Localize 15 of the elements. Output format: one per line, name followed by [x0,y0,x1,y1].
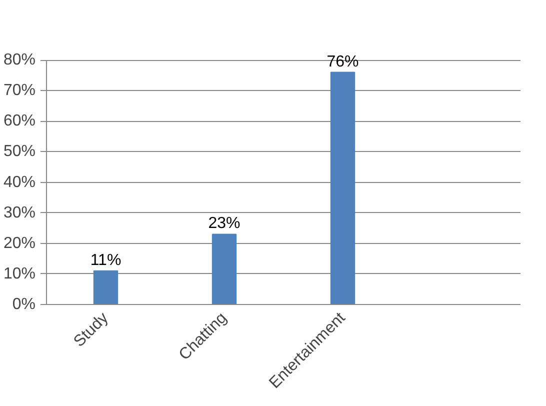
data-label: 23% [208,215,240,232]
bar [93,270,118,304]
y-tick-label: 10% [3,265,36,282]
y-tick-label: 70% [3,82,36,100]
bar [212,234,237,304]
bar [330,72,356,304]
y-tick-label: 40% [3,174,36,191]
y-tick-label: 80% [3,52,36,69]
y-tick-label: 20% [3,234,36,252]
data-label: 11% [90,252,122,269]
y-tick-label: 30% [3,204,36,222]
y-tick-label: 60% [3,112,36,130]
data-label: 76% [326,53,359,70]
y-tick-label: 50% [3,143,36,160]
y-tick-label: 0% [12,296,36,313]
